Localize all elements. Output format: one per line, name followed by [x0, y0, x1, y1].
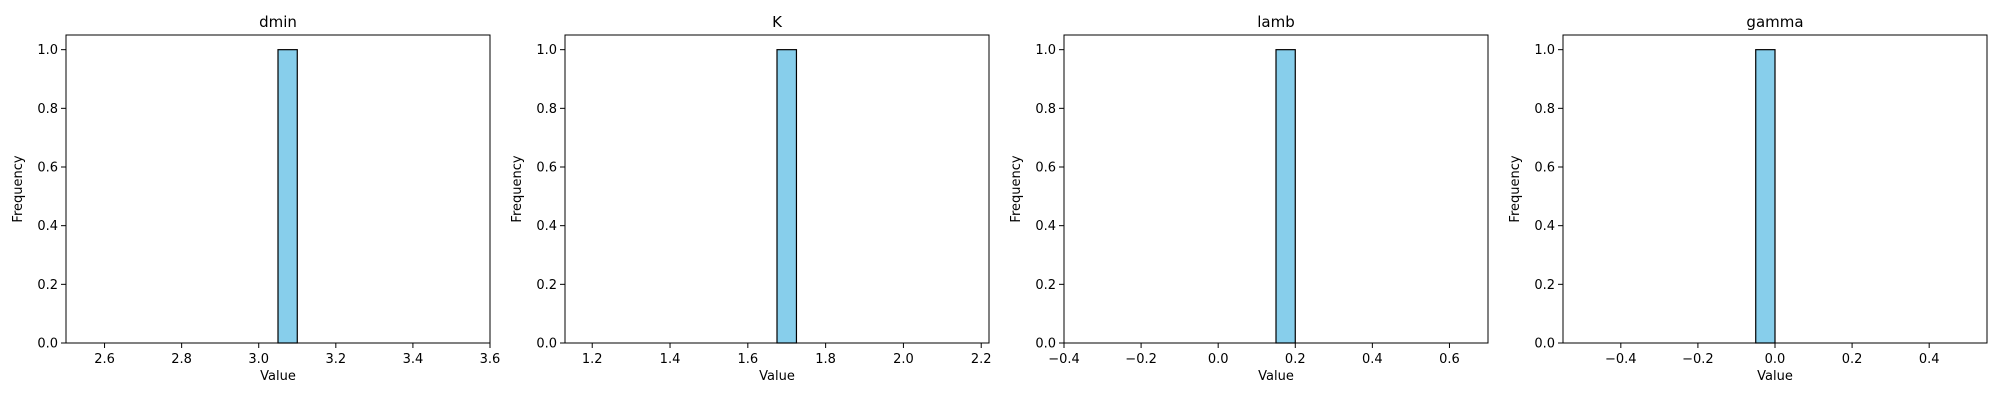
x-tick-label: 3.2: [325, 352, 346, 367]
x-tick-label: 3.6: [480, 352, 501, 367]
x-tick-label: 0.0: [1765, 352, 1786, 367]
chart-title: gamma: [1746, 13, 1803, 31]
x-tick-label: 2.0: [893, 352, 914, 367]
y-tick-label: 0.8: [536, 102, 557, 117]
y-tick-label: 0.2: [1534, 278, 1555, 293]
y-tick-label: 0.0: [1035, 337, 1056, 352]
histogram-panel-0: 2.6 2.8 3.0 3.2 3.4 3.6 0.0 0.2 0.4 0.6 0.8 1.0 dmin…: [11, 13, 500, 384]
y-tick-label: 0.6: [536, 161, 557, 176]
y-axis-label: Frequency: [11, 155, 26, 222]
x-tick-label: −0.4: [1048, 352, 1080, 367]
x-tick-label: 0.4: [1362, 352, 1383, 367]
y-tick-label: 0.2: [1035, 278, 1056, 293]
x-tick-label: 0.4: [1919, 352, 1940, 367]
y-tick-label: 0.0: [37, 337, 58, 352]
y-tick-label: 0.4: [1035, 219, 1056, 234]
x-tick-label: 2.8: [171, 352, 192, 367]
x-tick-label: −0.2: [1682, 352, 1714, 367]
x-tick-label: 1.2: [582, 352, 603, 367]
x-tick-label: 0.6: [1439, 352, 1460, 367]
y-tick-label: 0.8: [37, 102, 58, 117]
plot-frame: [564, 34, 990, 344]
x-tick-label: −0.4: [1605, 352, 1637, 367]
y-axis-label: Frequency: [1508, 155, 1523, 222]
y-tick-label: 0.2: [536, 278, 557, 293]
x-tick-label: 3.0: [248, 352, 269, 367]
x-tick-label: 1.6: [737, 352, 758, 367]
x-axis-label: Value: [1258, 369, 1294, 384]
x-axis-label: Value: [759, 369, 795, 384]
y-tick-label: 0.4: [37, 219, 58, 234]
histogram-bar: [1755, 49, 1776, 344]
y-tick-label: 0.8: [1035, 102, 1056, 117]
y-tick-label: 0.2: [37, 278, 58, 293]
y-tick-label: 0.8: [1534, 102, 1555, 117]
x-tick-label: 0.2: [1285, 352, 1306, 367]
x-tick-label: 0.2: [1842, 352, 1863, 367]
histogram-panel-1: 1.2 1.4 1.6 1.8 2.0 2.2 0.0 0.2 0.4 0.6 0.8 1.0 K Val…: [510, 13, 992, 384]
y-tick-label: 0.6: [1035, 161, 1056, 176]
plot-frame: [1063, 34, 1489, 344]
y-tick-label: 0.0: [1534, 337, 1555, 352]
x-tick-label: 0.0: [1208, 352, 1229, 367]
x-axis-label: Value: [1757, 369, 1793, 384]
y-tick-label: 0.6: [37, 161, 58, 176]
x-tick-label: 1.4: [660, 352, 681, 367]
x-tick-label: −0.2: [1125, 352, 1157, 367]
y-axis-label: Frequency: [1009, 155, 1024, 222]
y-tick-label: 1.0: [536, 43, 557, 58]
histogram-panel-2: −0.4 −0.2 0.0 0.2 0.4 0.6 0.0 0.2 0.4 0.6 0.8 1.0 la…: [1009, 13, 1489, 384]
y-tick-label: 0.6: [1534, 161, 1555, 176]
y-tick-label: 1.0: [1534, 43, 1555, 58]
y-tick-label: 1.0: [1035, 43, 1056, 58]
plot-frame: [65, 34, 491, 344]
chart-title: dmin: [259, 13, 297, 31]
y-tick-label: 1.0: [37, 43, 58, 58]
histogram-bar: [277, 49, 298, 344]
histogram-bar: [776, 49, 798, 344]
chart-title: K: [772, 13, 783, 31]
y-tick-label: 0.4: [1534, 219, 1555, 234]
chart-title: lamb: [1257, 13, 1295, 31]
histogram-bar: [1275, 49, 1296, 344]
x-tick-label: 2.2: [971, 352, 992, 367]
x-tick-label: 3.4: [403, 352, 424, 367]
y-axis-label: Frequency: [510, 155, 525, 222]
y-tick-label: 0.4: [536, 219, 557, 234]
y-tick-label: 0.0: [536, 337, 557, 352]
histogram-panel-3: −0.4 −0.2 0.0 0.2 0.4 0.0 0.2 0.4 0.6 0.8 1.0 gamma…: [1508, 13, 1988, 384]
x-tick-label: 1.8: [815, 352, 836, 367]
x-tick-label: 2.6: [94, 352, 115, 367]
x-axis-label: Value: [260, 369, 296, 384]
